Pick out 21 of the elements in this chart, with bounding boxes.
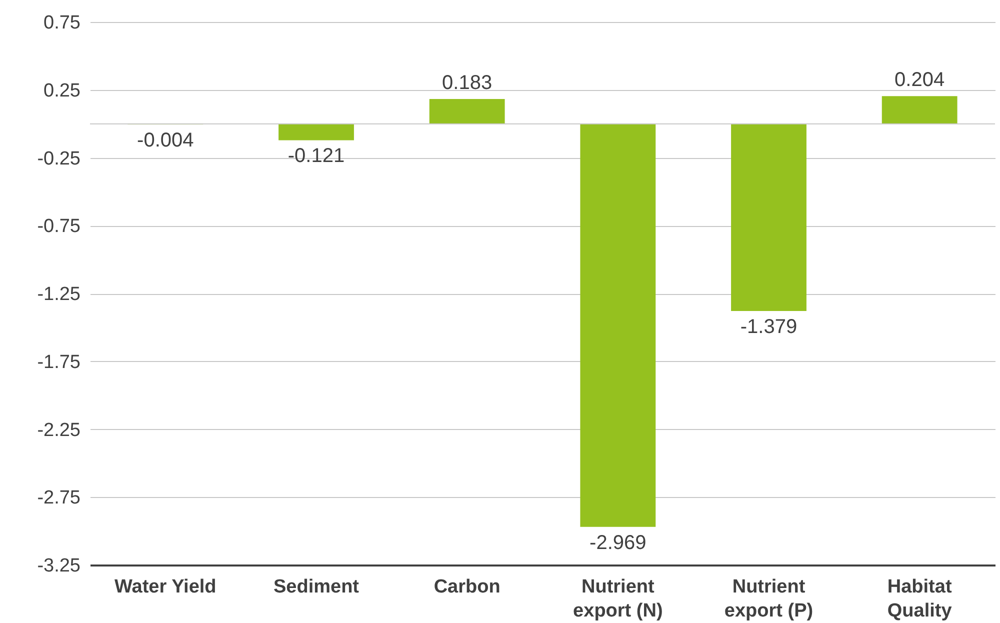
data-label: -0.121 — [288, 145, 345, 168]
y-tick-label: 0.75 — [44, 12, 80, 34]
y-tick-label: -1.25 — [37, 284, 80, 305]
data-label: -0.004 — [137, 129, 194, 152]
x-tick-label: Habitat Quality — [887, 576, 952, 622]
data-label: 0.183 — [442, 72, 492, 94]
x-tick-label: Nutrient export (N) — [573, 576, 663, 622]
data-label: -1.379 — [740, 316, 798, 338]
y-tick-label: -2.25 — [37, 420, 80, 441]
y-tick-label: -3.25 — [37, 556, 80, 576]
y-tick-label: -0.25 — [37, 148, 80, 170]
x-tick-label: Carbon — [434, 576, 500, 598]
y-tick-label: -2.75 — [37, 488, 80, 509]
y-tick-label: -0.75 — [37, 216, 80, 238]
data-label: 0.204 — [894, 69, 945, 92]
x-tick-label: Nutrient export (P) — [724, 576, 814, 622]
x-tick-label: Water Yield — [114, 576, 216, 598]
y-tick-label: -1.75 — [37, 352, 80, 373]
y-tick-label: 0.25 — [44, 80, 80, 102]
data-label: -2.969 — [590, 532, 646, 554]
x-tick-label: Sediment — [273, 576, 360, 598]
